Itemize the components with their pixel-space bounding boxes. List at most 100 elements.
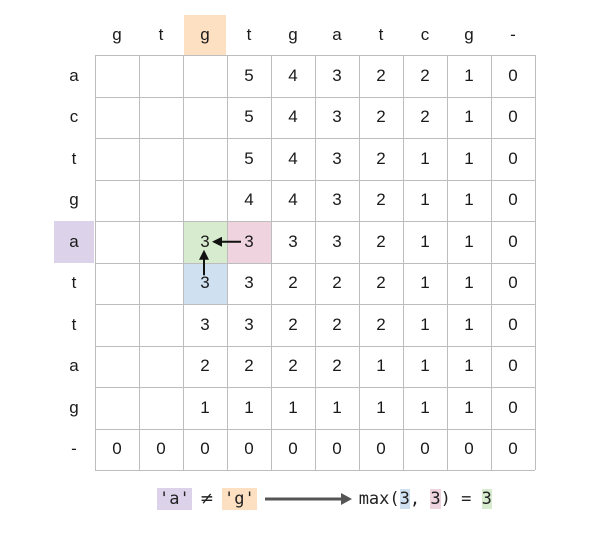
matrix-cell: 3 xyxy=(315,55,359,97)
matrix-cell: 5 xyxy=(227,55,271,97)
matrix-cell: 1 xyxy=(271,387,315,429)
matrix-cell xyxy=(183,180,227,222)
matrix-cell: 0 xyxy=(403,429,447,471)
matrix-cell: 1 xyxy=(447,387,491,429)
matrix-cell: 3 xyxy=(227,263,271,305)
matrix-cell: 0 xyxy=(491,221,535,263)
matrix-cell: 0 xyxy=(315,429,359,471)
row-header: t xyxy=(54,263,94,305)
matrix-cell: 5 xyxy=(227,97,271,139)
column-header: g xyxy=(184,15,226,55)
formula-result: 3 xyxy=(482,489,492,509)
formula-separator: , xyxy=(410,489,430,509)
matrix-cell: 3 xyxy=(315,97,359,139)
matrix-cell: 3 xyxy=(271,221,315,263)
matrix-cell: 1 xyxy=(447,55,491,97)
column-header: - xyxy=(492,15,534,55)
grid-line-horizontal xyxy=(95,387,535,388)
matrix-cell: 3 xyxy=(183,263,227,305)
not-equal-sign: ≠ xyxy=(200,489,214,509)
column-header: t xyxy=(228,15,270,55)
matrix-cell: 2 xyxy=(359,263,403,305)
matrix-cell: 4 xyxy=(227,180,271,222)
matrix-cell xyxy=(139,263,183,305)
matrix-cell xyxy=(95,304,139,346)
matrix-cell xyxy=(139,138,183,180)
matrix-cell: 0 xyxy=(183,429,227,471)
matrix-cell xyxy=(95,97,139,139)
grid-line-vertical xyxy=(535,55,536,470)
matrix-cell: 2 xyxy=(359,138,403,180)
row-header: g xyxy=(54,387,94,429)
matrix-cell: 1 xyxy=(447,221,491,263)
matrix-cell xyxy=(95,180,139,222)
matrix-cell: 2 xyxy=(359,180,403,222)
grid-line-horizontal xyxy=(95,429,535,430)
matrix-cell: 0 xyxy=(491,97,535,139)
matrix-cell: 3 xyxy=(227,304,271,346)
matrix-cell: 0 xyxy=(491,387,535,429)
matrix-cell: 1 xyxy=(403,138,447,180)
matrix-cell xyxy=(139,304,183,346)
matrix-cell: 2 xyxy=(315,263,359,305)
matrix-cell xyxy=(139,346,183,388)
matrix-cell xyxy=(95,387,139,429)
matrix-cell: 1 xyxy=(447,263,491,305)
matrix-cell: 2 xyxy=(403,55,447,97)
matrix-cell: 2 xyxy=(183,346,227,388)
formula-char-a: 'a' xyxy=(157,488,192,510)
matrix-cell: 2 xyxy=(359,221,403,263)
matrix-cell xyxy=(139,55,183,97)
matrix-cell: 1 xyxy=(447,97,491,139)
matrix-cell: 1 xyxy=(403,221,447,263)
matrix-cell: 0 xyxy=(491,304,535,346)
matrix-cell: 3 xyxy=(227,221,271,263)
matrix-cell: 1 xyxy=(359,387,403,429)
grid-line-horizontal xyxy=(95,346,535,347)
matrix-cell xyxy=(183,97,227,139)
matrix-cell xyxy=(139,180,183,222)
grid-line-horizontal xyxy=(95,55,535,56)
matrix-cell: 0 xyxy=(139,429,183,471)
right-arrow-icon xyxy=(263,491,353,507)
row-header: a xyxy=(54,221,94,263)
column-header: t xyxy=(140,15,182,55)
matrix-cell: 0 xyxy=(227,429,271,471)
matrix-cell: 0 xyxy=(359,429,403,471)
matrix-cell xyxy=(139,221,183,263)
column-header: c xyxy=(404,15,446,55)
matrix-cell xyxy=(139,97,183,139)
matrix-cell xyxy=(183,55,227,97)
matrix-cell: 1 xyxy=(227,387,271,429)
matrix-cell: 1 xyxy=(359,346,403,388)
matrix-cell: 0 xyxy=(491,180,535,222)
matrix-cell: 3 xyxy=(183,221,227,263)
matrix-cell xyxy=(95,55,139,97)
matrix-cell: 4 xyxy=(271,55,315,97)
matrix-cell: 4 xyxy=(271,97,315,139)
matrix-cell: 1 xyxy=(403,346,447,388)
matrix-cell: 2 xyxy=(227,346,271,388)
formula-suffix: ) = xyxy=(441,489,482,509)
formula-char-g: 'g' xyxy=(222,488,257,510)
column-header: g xyxy=(272,15,314,55)
grid-line-horizontal xyxy=(95,304,535,305)
matrix-cell xyxy=(95,263,139,305)
matrix-cell: 3 xyxy=(315,180,359,222)
matrix-cell: 2 xyxy=(271,263,315,305)
matrix-cell: 0 xyxy=(491,138,535,180)
formula-arg-right: 3 xyxy=(430,489,440,509)
matrix-cell: 2 xyxy=(315,346,359,388)
matrix-cell: 1 xyxy=(315,387,359,429)
row-header: a xyxy=(54,346,94,388)
matrix-cell: 4 xyxy=(271,138,315,180)
matrix-cell: 0 xyxy=(271,429,315,471)
matrix-cell: 1 xyxy=(403,304,447,346)
matrix-cell: 0 xyxy=(95,429,139,471)
grid-line-horizontal xyxy=(95,97,535,98)
matrix-cell: 1 xyxy=(447,304,491,346)
matrix-cell: 1 xyxy=(447,138,491,180)
matrix-cell: 1 xyxy=(447,346,491,388)
